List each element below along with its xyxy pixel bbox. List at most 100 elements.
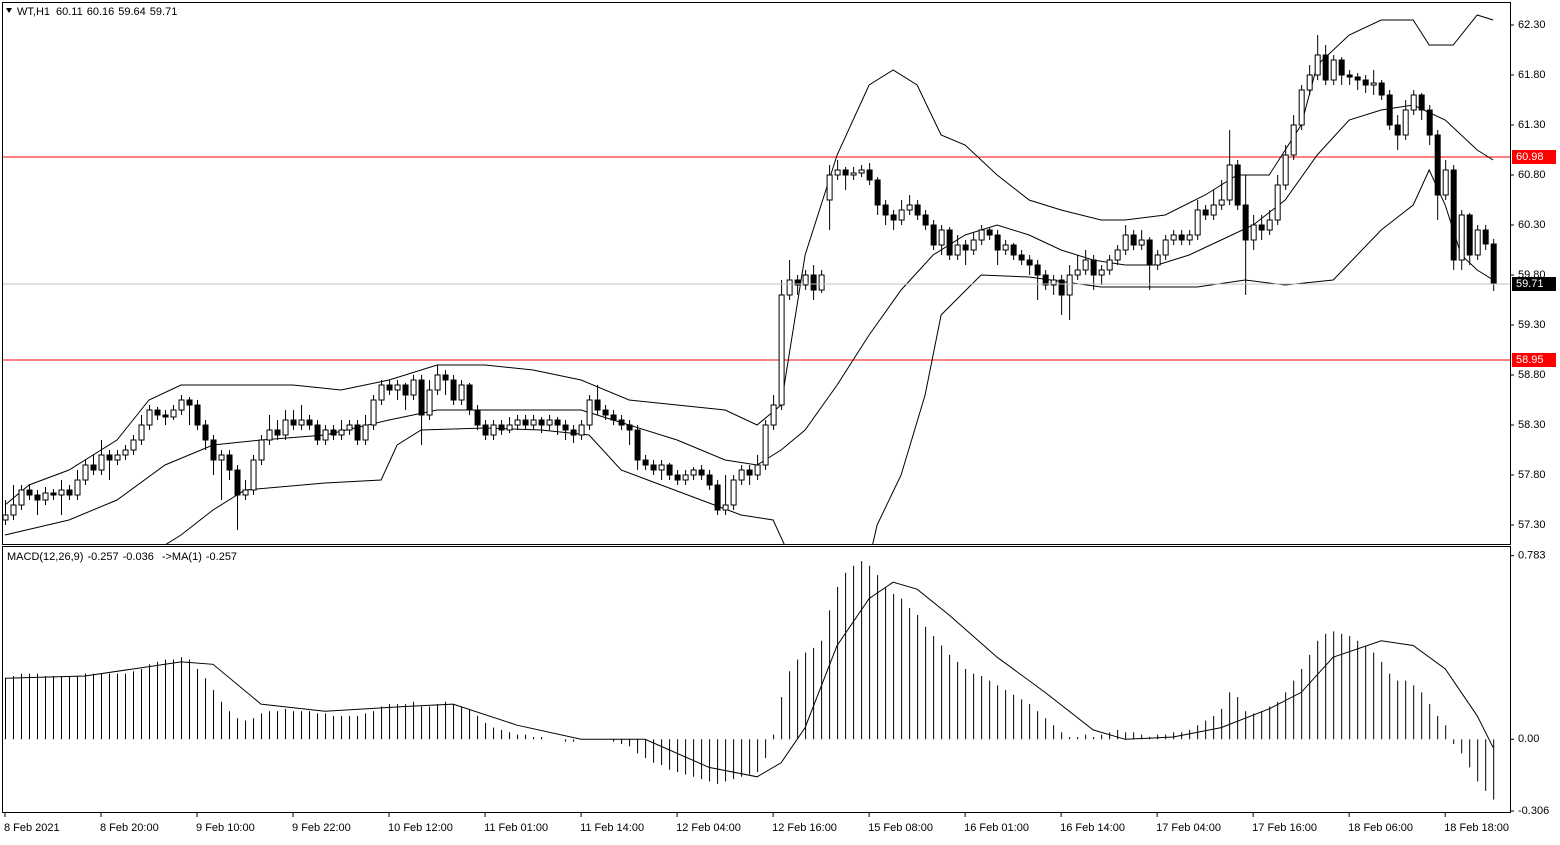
- candle-body: [450, 379, 457, 401]
- candle-body: [514, 419, 521, 426]
- candle-body: [106, 454, 113, 461]
- candle-body: [850, 172, 857, 176]
- candle-body: [738, 469, 745, 481]
- candle-body: [234, 469, 241, 496]
- candle-body: [1122, 234, 1129, 251]
- candle-body: [882, 204, 889, 216]
- macd-label: MACD(12,26,9): [7, 551, 83, 563]
- candle-body: [1002, 244, 1009, 251]
- x-tick-label: 8 Feb 2021: [4, 822, 60, 834]
- candle-body: [1258, 224, 1265, 231]
- y-tick-label: 61.80: [1518, 69, 1546, 81]
- candle-body: [242, 489, 249, 496]
- x-tick-label: 17 Feb 04:00: [1156, 822, 1221, 834]
- candle-body: [306, 419, 313, 426]
- price-pane: [3, 14, 1510, 544]
- y-tick-label: -0.306: [1518, 805, 1549, 817]
- candle-body: [1474, 229, 1481, 256]
- candle-body: [1418, 94, 1425, 111]
- candle-body: [978, 229, 985, 241]
- candle-body: [490, 424, 497, 436]
- candle-body: [1330, 59, 1337, 81]
- x-tick-label: 10 Feb 12:00: [388, 822, 453, 834]
- candle-body: [330, 429, 337, 436]
- candle-body: [3, 514, 9, 521]
- candle-body: [410, 379, 417, 396]
- candle-body: [34, 494, 41, 501]
- candle-body: [682, 474, 689, 481]
- candle-body: [554, 419, 561, 426]
- candle-body: [770, 404, 777, 426]
- candle-body: [658, 464, 665, 471]
- candle-body: [762, 424, 769, 466]
- price-label: 59.71: [1516, 278, 1544, 290]
- candle-body: [362, 424, 369, 441]
- candle-body: [730, 479, 737, 506]
- candle-body: [666, 464, 673, 476]
- candle-body: [962, 244, 969, 251]
- candle-body: [1218, 199, 1225, 206]
- candle-body: [74, 479, 81, 496]
- candle-body: [1442, 169, 1449, 196]
- candle-body: [458, 384, 465, 401]
- candle-body: [634, 429, 641, 461]
- candle-body: [338, 429, 345, 436]
- x-tick-label: 11 Feb 01:00: [484, 822, 548, 834]
- candle-body: [538, 419, 545, 426]
- candle-body: [114, 454, 121, 461]
- candle-body: [402, 384, 409, 396]
- x-tick-label: 9 Feb 22:00: [292, 822, 351, 834]
- candle-body: [698, 469, 705, 476]
- candle-body: [714, 484, 721, 511]
- candle-body: [1034, 264, 1041, 276]
- candle-body: [1450, 169, 1457, 261]
- candle-body: [354, 424, 361, 441]
- candle-body: [1058, 279, 1065, 296]
- candle-body: [1042, 274, 1049, 286]
- candle-body: [1074, 269, 1081, 276]
- symbol: WT,H1: [17, 6, 50, 18]
- candle-body: [138, 424, 145, 441]
- open-value: 60.11: [56, 6, 83, 18]
- candle-body: [522, 419, 529, 426]
- candle-body: [1434, 134, 1441, 196]
- signal-line: [4, 581, 1494, 778]
- candle-body: [618, 419, 625, 426]
- candle-body: [834, 169, 841, 176]
- price-frame: [2, 2, 1511, 545]
- candle-body: [826, 174, 833, 201]
- high-value: 60.16: [87, 6, 115, 18]
- candle-body: [1410, 94, 1417, 111]
- candle-body: [642, 459, 649, 466]
- candle-body: [818, 274, 825, 291]
- level-label-box: [1512, 353, 1556, 367]
- candle-body: [1106, 259, 1113, 271]
- candle-body: [466, 384, 473, 411]
- candle-body: [394, 384, 401, 391]
- candle-body: [858, 169, 865, 174]
- candle-body: [1170, 234, 1177, 241]
- candle-body: [1162, 239, 1169, 256]
- level-label-box: [1512, 150, 1556, 164]
- y-tick-label: 58.30: [1518, 419, 1546, 431]
- x-tick-label: 17 Feb 16:00: [1252, 822, 1317, 834]
- candle-body: [1066, 274, 1073, 296]
- candle-body: [1394, 124, 1401, 136]
- menu-arrow[interactable]: [6, 8, 12, 13]
- candle-body: [1402, 109, 1409, 136]
- candle-body: [970, 239, 977, 251]
- candle-body: [706, 474, 713, 486]
- candle-body: [954, 244, 961, 256]
- candle-body: [1458, 214, 1465, 261]
- candle-body: [474, 409, 481, 426]
- candle-body: [10, 504, 17, 516]
- candle-body: [914, 204, 921, 216]
- candle-body: [274, 429, 281, 436]
- y-tick-label: 59.30: [1518, 319, 1546, 331]
- x-tick-label: 18 Feb 18:00: [1444, 822, 1509, 834]
- candle-body: [122, 449, 129, 456]
- candle-body: [42, 492, 49, 501]
- candle-body: [994, 234, 1001, 251]
- candle-body: [378, 384, 385, 401]
